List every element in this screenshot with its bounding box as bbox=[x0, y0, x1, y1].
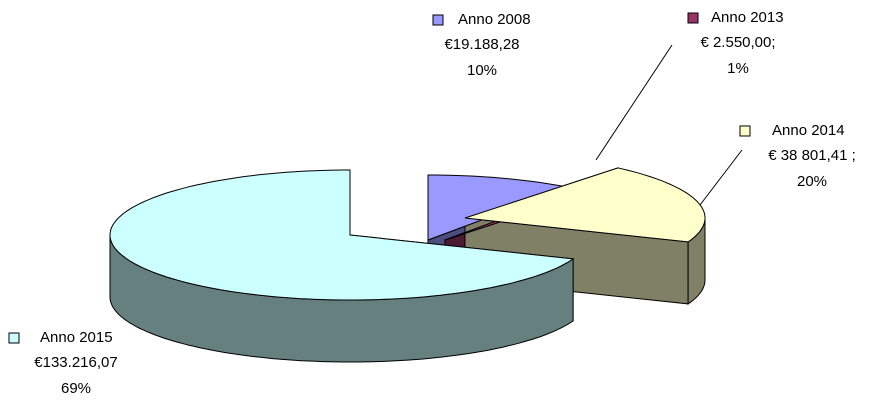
pie bbox=[109, 167, 706, 363]
value-label: 1% bbox=[727, 60, 749, 77]
legend-swatch bbox=[432, 14, 444, 26]
slice bbox=[464, 167, 706, 243]
category-label: Anno 2015 bbox=[40, 329, 113, 346]
slice-tops bbox=[109, 167, 706, 301]
value-label: 10% bbox=[467, 62, 497, 79]
leader-line bbox=[595, 44, 673, 161]
amount-label: €133.216,07 bbox=[34, 354, 117, 371]
amount-label: € 2.550,00; bbox=[700, 34, 775, 51]
slice bbox=[109, 169, 575, 301]
value-label: 20% bbox=[797, 173, 827, 190]
category-label: Anno 2013 bbox=[711, 9, 784, 26]
legend-swatch bbox=[8, 332, 20, 344]
amount-label: € 38 801,41 ; bbox=[768, 147, 856, 164]
legend-swatch bbox=[687, 12, 699, 24]
amount-label: €19.188,28 bbox=[444, 36, 519, 53]
category-label: Anno 2014 bbox=[772, 122, 845, 139]
category-label: Anno 2008 bbox=[458, 11, 531, 28]
legend-swatch bbox=[739, 125, 751, 137]
value-label: 69% bbox=[61, 380, 91, 397]
labels: Anno 2008 €19.188,28 10% Anno 2013 € 2.550,0… bbox=[8, 9, 856, 397]
leader-line bbox=[699, 149, 743, 206]
